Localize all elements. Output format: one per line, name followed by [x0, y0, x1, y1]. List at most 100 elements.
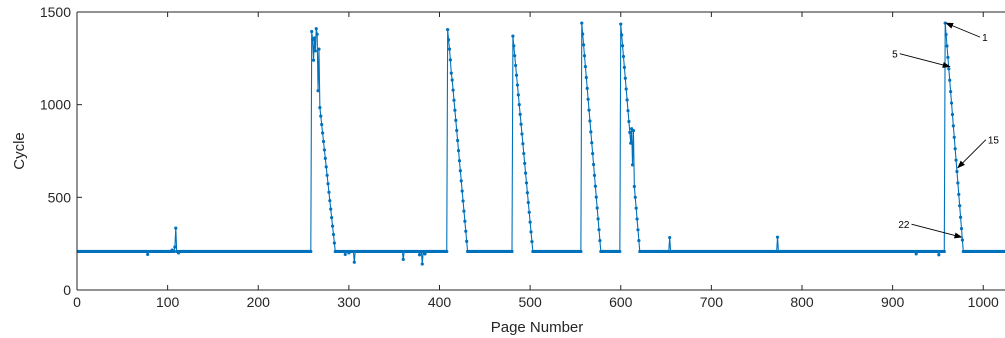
data-point — [420, 262, 424, 266]
data-point — [625, 98, 629, 102]
data-point — [464, 229, 468, 233]
data-point — [626, 109, 630, 113]
data-point — [955, 169, 959, 174]
data-point — [618, 249, 622, 254]
y-tick-label: 1500 — [40, 4, 71, 20]
data-point — [327, 190, 331, 194]
data-point — [446, 38, 451, 42]
data-point — [311, 58, 316, 62]
annotation-arrow — [911, 223, 963, 239]
series-line — [77, 23, 1005, 265]
data-point — [949, 101, 954, 105]
data-point — [330, 216, 334, 220]
data-point — [588, 119, 592, 123]
data-point — [445, 249, 449, 254]
data-point — [593, 184, 597, 188]
y-tick-label: 500 — [48, 189, 72, 205]
data-point — [948, 78, 952, 82]
data-point — [456, 149, 461, 153]
data-point — [326, 182, 330, 186]
data-point — [174, 226, 178, 230]
data-point — [513, 54, 517, 58]
data-point — [597, 228, 601, 232]
data-point — [631, 129, 636, 133]
data-point — [510, 249, 514, 254]
data-point — [624, 87, 628, 91]
data-point — [343, 252, 347, 257]
data-point — [310, 29, 314, 34]
data-point — [956, 181, 960, 185]
data-point — [146, 252, 150, 257]
data-point — [457, 159, 462, 163]
data-point — [590, 141, 594, 145]
x-tick-label: 800 — [790, 294, 814, 310]
data-point — [526, 200, 530, 205]
data-point — [331, 232, 336, 237]
data-point — [462, 209, 466, 213]
data-point — [594, 195, 598, 199]
data-point — [583, 65, 588, 69]
data-point — [322, 148, 327, 152]
data-point — [321, 139, 326, 144]
data-point — [517, 103, 521, 107]
data-point — [947, 67, 951, 71]
data-point — [591, 151, 595, 156]
x-tick-label: 1000 — [968, 294, 999, 310]
data-point — [623, 76, 627, 80]
data-point — [951, 124, 955, 128]
data-point — [456, 138, 460, 143]
data-point — [520, 132, 524, 136]
data-point — [959, 227, 964, 231]
data-point — [582, 54, 587, 58]
data-point — [668, 235, 672, 240]
data-point — [944, 32, 948, 37]
data-point — [954, 158, 958, 162]
data-point — [627, 119, 631, 124]
data-point — [450, 78, 454, 82]
data-point — [454, 118, 458, 122]
data-point — [423, 252, 427, 256]
data-point — [589, 130, 593, 134]
x-tick-label: 100 — [156, 294, 180, 310]
data-point — [525, 191, 530, 195]
data-point — [637, 239, 641, 243]
data-point — [417, 253, 422, 257]
data-point — [946, 55, 950, 59]
data-point — [318, 106, 322, 110]
data-point — [914, 252, 918, 256]
data-point — [521, 142, 525, 146]
annotation-arrow — [899, 53, 951, 68]
data-point — [401, 257, 405, 262]
y-tick-label: 1000 — [40, 97, 71, 113]
data-point — [523, 161, 527, 165]
annotation-arrow — [957, 139, 987, 169]
data-point — [312, 36, 317, 40]
annotation-label: 15 — [988, 136, 1000, 147]
data-point — [584, 75, 588, 80]
data-point — [459, 179, 463, 183]
data-point — [587, 108, 591, 112]
data-point — [172, 249, 176, 254]
data-point — [461, 199, 465, 203]
data-point — [581, 32, 585, 36]
data-point — [579, 249, 583, 254]
x-tick-label: 0 — [73, 294, 81, 310]
data-point — [945, 44, 949, 48]
data-point — [942, 249, 946, 254]
data-point — [314, 27, 318, 31]
data-point — [529, 230, 533, 234]
data-point — [447, 47, 452, 51]
data-point — [458, 169, 462, 173]
x-tick-label: 600 — [609, 294, 633, 310]
data-point — [598, 238, 602, 243]
data-point — [452, 98, 456, 102]
data-point — [580, 21, 584, 25]
data-point — [949, 90, 953, 94]
x-tick-label: 400 — [428, 294, 452, 310]
data-point — [323, 156, 327, 160]
data-point — [633, 195, 637, 199]
annotation-label: 22 — [898, 220, 910, 231]
data-point — [958, 204, 962, 208]
data-point — [173, 245, 177, 249]
